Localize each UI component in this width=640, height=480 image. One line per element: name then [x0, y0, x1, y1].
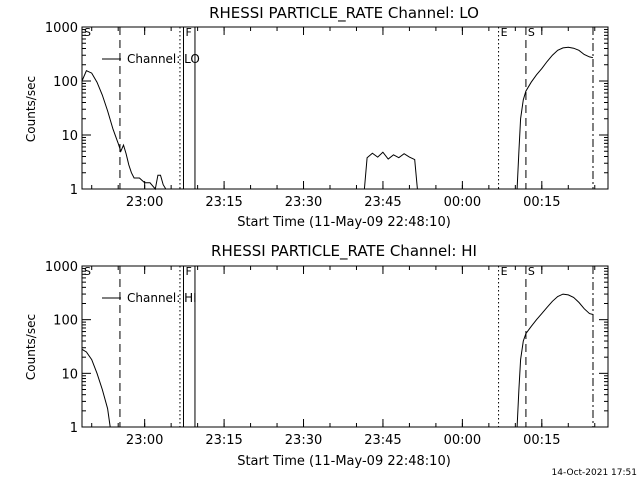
x-tick-label: 00:00 — [444, 195, 481, 210]
event-marker-label: E — [501, 265, 508, 278]
x-tick-label: 23:00 — [126, 195, 163, 210]
event-marker-label: S — [528, 265, 535, 278]
event-marker-label: S — [84, 265, 91, 278]
y-tick-label: 100 — [53, 75, 78, 90]
x-tick-label: 23:30 — [285, 433, 322, 448]
y-tick-label: 10 — [61, 367, 78, 382]
x-tick-label: 23:30 — [285, 195, 322, 210]
chart-title: RHESSI PARTICLE_RATE Channel: HI — [211, 242, 477, 261]
y-tick-label: 10 — [61, 129, 78, 144]
series-line — [516, 293, 594, 428]
chart-title: RHESSI PARTICLE_RATE Channel: LO — [209, 4, 479, 23]
x-tick-label: 00:15 — [523, 433, 560, 448]
footer-timestamp: 14-Oct-2021 17:51 — [552, 468, 637, 478]
legend-label: Channel: HI — [127, 291, 197, 305]
y-tick-label: 1 — [70, 421, 78, 436]
x-axis-label: Start Time (11-May-09 22:48:10) — [237, 454, 451, 469]
chart-panel-hi: RHESSI PARTICLE_RATE Channel: HI Start T… — [24, 242, 609, 469]
series-line — [81, 70, 167, 191]
event-marker-label: F — [185, 265, 191, 278]
x-tick-label: 23:15 — [205, 433, 242, 448]
x-tick-label: 23:45 — [364, 195, 401, 210]
series-line — [516, 46, 594, 190]
x-tick-label: 23:45 — [364, 433, 401, 448]
chart-panel-lo: RHESSI PARTICLE_RATE Channel: LO Start T… — [24, 4, 609, 230]
event-marker-label: S — [528, 26, 535, 39]
y-tick-label: 100 — [53, 314, 78, 329]
y-axis-label: Counts/sec — [24, 76, 38, 142]
series-line — [363, 151, 418, 190]
event-marker-label: S — [84, 26, 91, 39]
event-marker-label: E — [501, 26, 508, 39]
x-axis-label: Start Time (11-May-09 22:48:10) — [237, 215, 451, 230]
x-tick-label: 00:00 — [444, 433, 481, 448]
legend-label: Channel: LO — [127, 52, 200, 66]
y-tick-label: 1 — [70, 183, 78, 198]
y-tick-label: 1000 — [45, 21, 78, 36]
series-line — [81, 348, 111, 428]
x-tick-label: 23:15 — [205, 195, 242, 210]
x-tick-label: 00:15 — [523, 195, 560, 210]
y-tick-label: 1000 — [45, 260, 78, 275]
event-marker-label: F — [185, 26, 191, 39]
x-tick-label: 23:00 — [126, 433, 163, 448]
y-axis-label: Counts/sec — [24, 314, 38, 380]
